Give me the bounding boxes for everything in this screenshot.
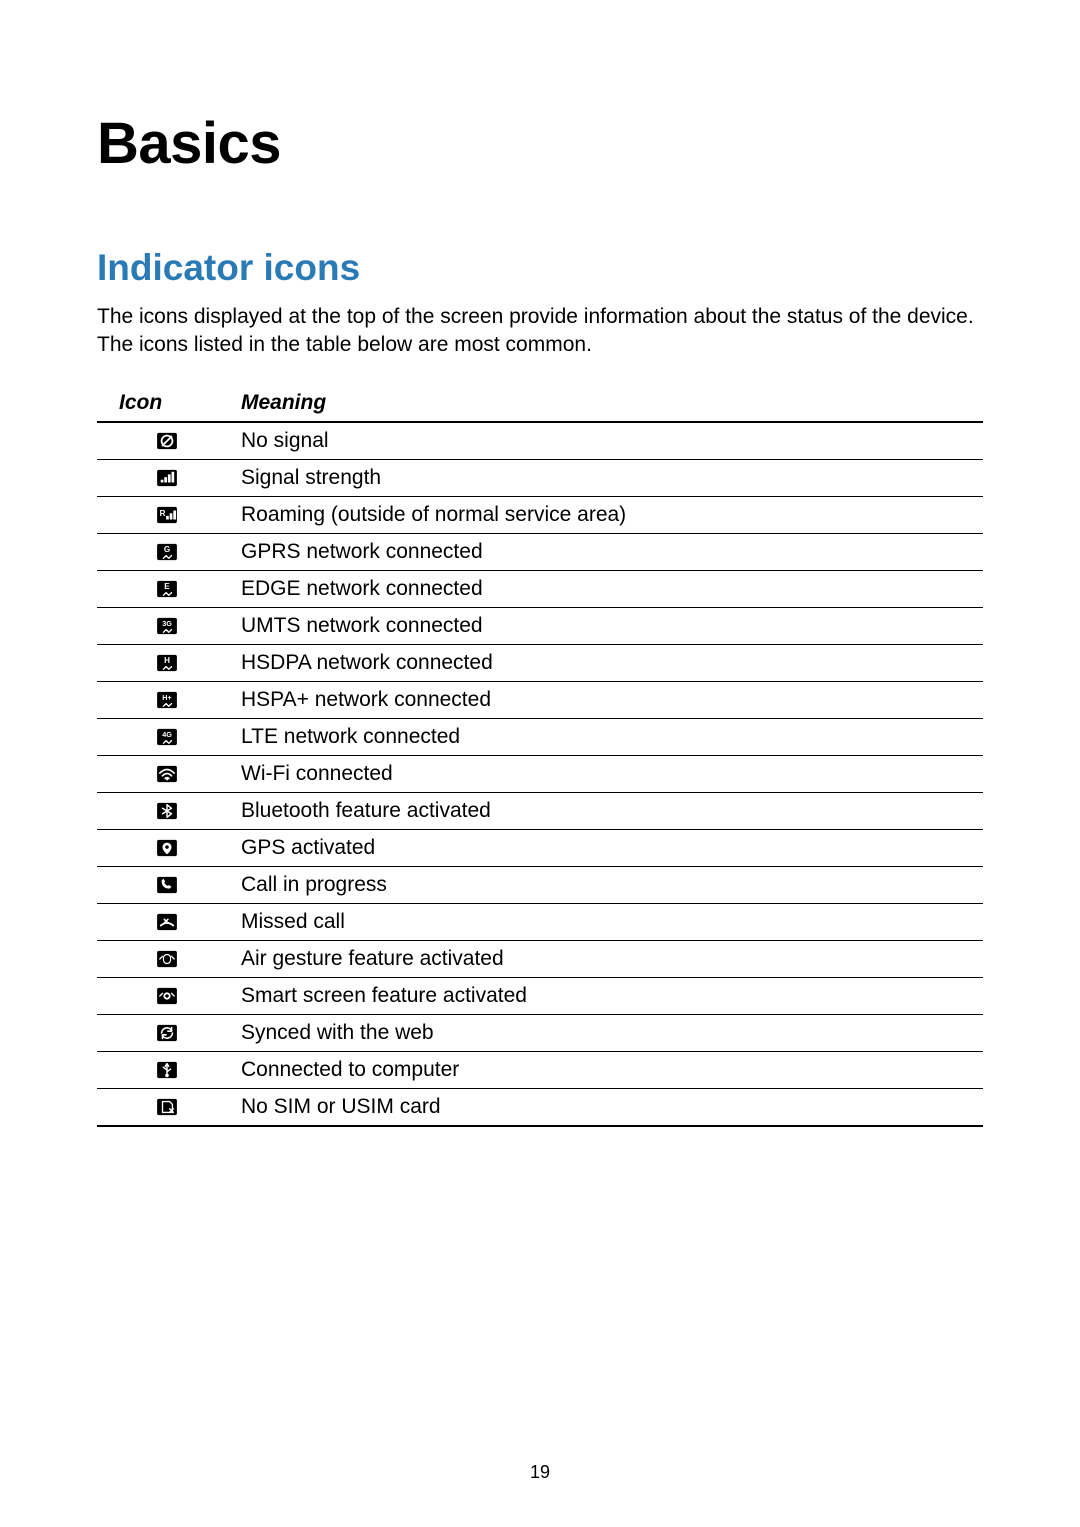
table-row: R Roaming (outside of normal service area… [97, 496, 983, 533]
table-row: H+ HSPA+ network connected [97, 681, 983, 718]
no-signal-icon [156, 432, 178, 450]
manual-page: Basics Indicator icons The icons display… [0, 0, 1080, 1527]
meaning-cell: HSPA+ network connected [237, 681, 983, 718]
icon-cell: G [97, 533, 237, 570]
meaning-cell: No SIM or USIM card [237, 1088, 983, 1126]
meaning-cell: Bluetooth feature activated [237, 792, 983, 829]
wifi-icon [156, 765, 178, 783]
icon-cell [97, 866, 237, 903]
bluetooth-icon [156, 802, 178, 820]
meaning-cell: Air gesture feature activated [237, 940, 983, 977]
meaning-cell: UMTS network connected [237, 607, 983, 644]
table-row: H HSDPA network connected [97, 644, 983, 681]
meaning-cell: EDGE network connected [237, 570, 983, 607]
icon-cell: H+ [97, 681, 237, 718]
meaning-cell: Wi-Fi connected [237, 755, 983, 792]
meaning-cell: Synced with the web [237, 1014, 983, 1051]
table-header-row: Icon Meaning [97, 385, 983, 422]
icon-cell: 3G [97, 607, 237, 644]
smart-screen-icon [156, 987, 178, 1005]
meaning-cell: Signal strength [237, 459, 983, 496]
icon-cell [97, 829, 237, 866]
meaning-cell: GPRS network connected [237, 533, 983, 570]
gps-icon [156, 839, 178, 857]
meaning-cell: No signal [237, 422, 983, 460]
icon-cell: R [97, 496, 237, 533]
column-header-icon: Icon [97, 385, 237, 422]
table-row: E EDGE network connected [97, 570, 983, 607]
icon-cell [97, 422, 237, 460]
intro-paragraph: The icons displayed at the top of the sc… [97, 303, 983, 360]
icon-cell [97, 1051, 237, 1088]
svg-text:H: H [164, 656, 170, 665]
meaning-cell: Connected to computer [237, 1051, 983, 1088]
usb-icon [156, 1061, 178, 1079]
table-row: 3G UMTS network connected [97, 607, 983, 644]
svg-text:4G: 4G [162, 730, 172, 739]
no-sim-icon [156, 1098, 178, 1116]
svg-text:E: E [164, 582, 170, 591]
table-row: Call in progress [97, 866, 983, 903]
missed-call-icon [156, 913, 178, 931]
meaning-cell: GPS activated [237, 829, 983, 866]
table-row: 4G LTE network connected [97, 718, 983, 755]
icon-cell [97, 903, 237, 940]
svg-text:3G: 3G [162, 619, 172, 628]
meaning-cell: Call in progress [237, 866, 983, 903]
icon-cell: 4G [97, 718, 237, 755]
icon-cell [97, 459, 237, 496]
svg-text:H+: H+ [162, 693, 171, 702]
signal-strength-icon [156, 469, 178, 487]
roaming-icon: R [156, 506, 178, 524]
call-icon [156, 876, 178, 894]
icon-cell [97, 977, 237, 1014]
icon-cell [97, 1088, 237, 1126]
svg-text:R: R [160, 509, 166, 518]
table-row: Signal strength [97, 459, 983, 496]
sync-icon [156, 1024, 178, 1042]
table-row: Air gesture feature activated [97, 940, 983, 977]
table-row: Bluetooth feature activated [97, 792, 983, 829]
lte-icon: 4G [156, 728, 178, 746]
table-row: G GPRS network connected [97, 533, 983, 570]
table-row: Wi-Fi connected [97, 755, 983, 792]
hsdpa-icon: H [156, 654, 178, 672]
meaning-cell: Smart screen feature activated [237, 977, 983, 1014]
table-row: Connected to computer [97, 1051, 983, 1088]
icon-cell [97, 792, 237, 829]
table-row: No SIM or USIM card [97, 1088, 983, 1126]
table-row: Synced with the web [97, 1014, 983, 1051]
icon-cell [97, 755, 237, 792]
table-row: Smart screen feature activated [97, 977, 983, 1014]
icon-cell [97, 940, 237, 977]
meaning-cell: Missed call [237, 903, 983, 940]
meaning-cell: Roaming (outside of normal service area) [237, 496, 983, 533]
page-title: Basics [97, 110, 983, 177]
icon-cell [97, 1014, 237, 1051]
column-header-meaning: Meaning [237, 385, 983, 422]
air-gesture-icon [156, 950, 178, 968]
table-row: Missed call [97, 903, 983, 940]
edge-icon: E [156, 580, 178, 598]
icon-cell: E [97, 570, 237, 607]
table-row: GPS activated [97, 829, 983, 866]
meaning-cell: LTE network connected [237, 718, 983, 755]
meaning-cell: HSDPA network connected [237, 644, 983, 681]
indicator-icon-table: Icon Meaning No signalSignal strength R Ro… [97, 385, 983, 1127]
section-heading: Indicator icons [97, 247, 983, 289]
gprs-icon: G [156, 543, 178, 561]
svg-text:G: G [164, 545, 170, 554]
umts-icon: 3G [156, 617, 178, 635]
table-row: No signal [97, 422, 983, 460]
page-number: 19 [0, 1462, 1080, 1483]
hspa-plus-icon: H+ [156, 691, 178, 709]
icon-cell: H [97, 644, 237, 681]
